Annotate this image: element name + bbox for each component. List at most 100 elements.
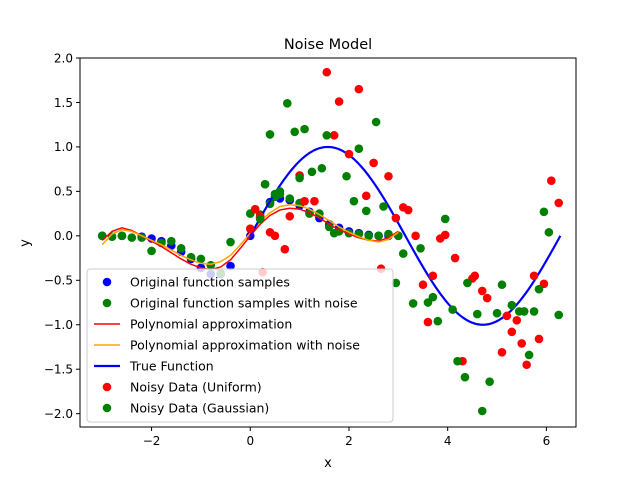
x-axis-label: x [324,456,332,471]
y-tick-label: −2.0 [44,407,73,421]
axes-frame [79,57,577,428]
data-point-noisy-data-uniform [285,211,295,221]
data-point-noisy-data-uniform [344,149,354,159]
data-point-original-function-samples-with-noise [117,231,127,241]
y-tick-label: 0.0 [54,229,73,243]
x-tick-label: −2 [143,434,161,448]
data-point-noisy-data-gaussian [342,171,351,181]
data-point-noisy-data-uniform [334,97,344,106]
data-point-noisy-data-uniform [522,360,531,370]
data-point-noisy-data-uniform [329,131,339,140]
data-point-original-function-samples-with-noise [167,236,176,246]
legend-box [86,268,394,423]
y-tick-label: 1.0 [54,140,73,154]
data-point-noisy-data-uniform [517,339,527,348]
data-point-original-function-samples-with-noise [147,246,156,256]
data-point-noisy-data-gaussian [329,228,339,238]
data-point-noisy-data-gaussian [544,227,554,237]
data-point-noisy-data-gaussian [524,350,534,360]
data-point-noisy-data-uniform [310,196,319,206]
data-point-original-function-samples-with-noise [226,237,235,247]
data-point-noisy-data-uniform [534,334,544,344]
legend: Original function samples Original functi… [86,268,394,423]
data-point-noisy-data-gaussian [453,356,462,366]
data-point-noisy-data-gaussian [349,196,359,206]
data-point-noisy-data-uniform [300,196,309,206]
data-point-noisy-data-gaussian [529,307,539,316]
plot-area [97,67,564,416]
data-point-original-function-samples-with-noise [374,231,383,241]
data-point-noisy-data-uniform [384,171,393,181]
data-point-original-function-samples-with-noise [107,232,117,242]
data-point-noisy-data-uniform [423,317,433,327]
y-tick-label: 1.5 [54,96,73,110]
data-point-noisy-data-gaussian [361,206,371,216]
data-point-noisy-data-gaussian [477,406,487,416]
data-point-noisy-data-gaussian [507,300,517,310]
data-point-noisy-data-uniform [369,158,378,168]
y-tick-label: −1.5 [44,363,73,377]
data-point-noisy-data-uniform [428,271,438,281]
data-point-noisy-data-gaussian [433,316,443,326]
data-point-noisy-data-gaussian [282,99,292,108]
data-point-noisy-data-gaussian [265,130,275,139]
legend-entry-label: Polynomial approximation [130,317,292,332]
y-axis-label: y [18,239,33,247]
data-point-noisy-data-uniform [470,271,480,281]
data-point-noisy-data-gaussian [416,243,425,253]
axes: −2 0 2 4 6 −2.0 −1.5 −1.0 −0.5 0.0 0.5 1.0 1.5 2.0 [44,51,577,448]
legend-dot-marker [102,403,112,413]
legend-dot-marker [102,298,112,308]
data-point-noisy-data-gaussian [275,187,285,196]
data-point-noisy-data-uniform [507,327,517,337]
data-point-noisy-data-uniform [250,204,260,214]
data-point-noisy-data-gaussian [519,307,529,316]
x-tick-label: 4 [444,434,452,448]
data-point-noisy-data-uniform [477,286,487,296]
data-point-original-function-samples-with-noise [285,194,295,203]
data-point-noisy-data-uniform [502,311,512,321]
data-point-noisy-data-gaussian [408,299,418,308]
data-point-noisy-data-gaussian [260,179,270,189]
data-point-noisy-data-gaussian [485,377,494,386]
data-point-noisy-data-uniform [482,293,492,303]
data-point-noisy-data-uniform [411,231,420,241]
data-point-noisy-data-uniform [440,230,450,240]
x-tick-label: 0 [246,434,254,448]
data-point-original-function-samples-with-noise [196,254,206,264]
data-point-noisy-data-uniform [361,191,371,201]
data-point-noisy-data-gaussian [295,173,304,183]
x-tick-label: 6 [543,434,551,448]
y-tick-label: 0.5 [54,185,73,199]
data-point-noisy-data-gaussian [448,305,457,314]
data-point-noisy-data-gaussian [307,167,317,177]
chart-title: Noise Model [284,37,372,53]
data-point-noisy-data-uniform [497,348,507,357]
legend-entry-label: Noisy Data (Uniform) [130,380,262,395]
plot-content [97,67,564,416]
data-point-noisy-data-gaussian [460,372,470,382]
data-point-noisy-data-uniform [418,280,428,290]
series-noisy-data-gaussian [255,99,564,416]
data-point-noisy-data-gaussian [317,163,327,173]
data-point-noisy-data-uniform [547,176,556,185]
data-point-noisy-data-uniform [270,231,280,241]
data-point-noisy-data-gaussian [371,117,381,127]
data-point-noisy-data-gaussian [391,278,401,288]
data-point-noisy-data-gaussian [379,202,388,211]
legend-entry-label: Noisy Data (Gaussian) [130,401,269,416]
data-point-noisy-data-uniform [512,316,522,325]
legend-entry-label: Original function samples [130,275,290,290]
data-point-original-function-samples-with-noise [176,243,186,253]
data-point-noisy-data-uniform [322,67,332,77]
data-point-noisy-data-gaussian [534,284,544,294]
data-point-original-function-samples [226,261,235,271]
y-tick-label: 2.0 [54,51,73,65]
y-tick-label: −1.0 [44,318,73,332]
data-point-noisy-data-uniform [554,198,564,208]
data-point-noisy-data-uniform [245,224,255,234]
data-point-noisy-data-gaussian [398,249,408,258]
data-point-noisy-data-uniform [280,244,290,254]
data-point-noisy-data-gaussian [497,280,507,290]
